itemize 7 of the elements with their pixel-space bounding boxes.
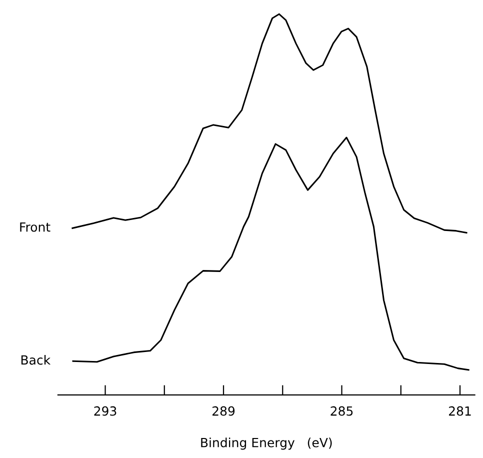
series-label: Front: [20, 222, 50, 232]
x-axis-title: Binding Energy (eV): [201, 438, 332, 450]
series-label: Back: [21, 355, 51, 365]
x-tick-label: 281: [448, 406, 471, 416]
x-tick-label: 293: [94, 406, 116, 416]
x-tick-label: 285: [330, 406, 353, 416]
x-tick-label: 289: [212, 406, 235, 416]
